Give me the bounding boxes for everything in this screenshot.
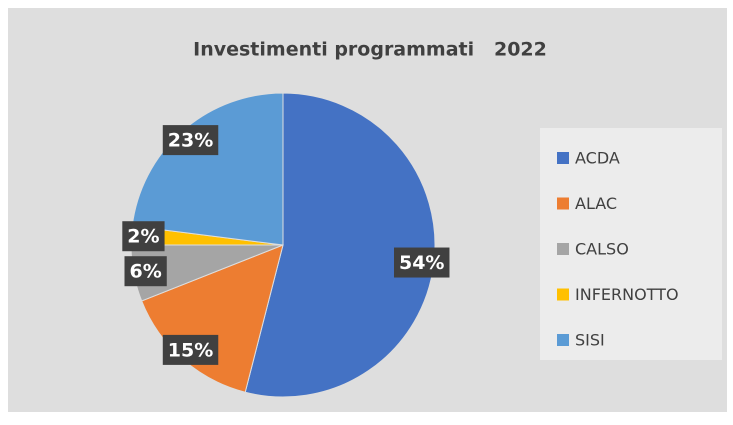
legend-swatch [557,197,569,210]
data-label: 23% [168,130,213,152]
legend-swatch [557,152,569,164]
data-label-box [122,221,165,252]
chart-title: Investimenti programmati 2022 [193,39,547,61]
data-label: 6% [130,261,162,283]
data-label-box [162,125,219,156]
data-label: 15% [168,339,213,361]
legend-label: INFERNOTTO [575,285,679,304]
data-label: 2% [127,226,159,248]
data-label-box [124,256,167,287]
data-label-box [393,247,450,278]
legend-label: ACDA [575,149,620,168]
legend-box [540,128,722,360]
legend-label: CALSO [575,240,629,259]
legend-label: SISI [575,331,605,350]
data-label: 54% [399,252,444,274]
legend-swatch [557,334,569,346]
legend-swatch [557,243,569,255]
data-label-box [162,334,219,365]
legend-swatch [557,288,569,301]
legend-label: ALAC [575,194,617,213]
